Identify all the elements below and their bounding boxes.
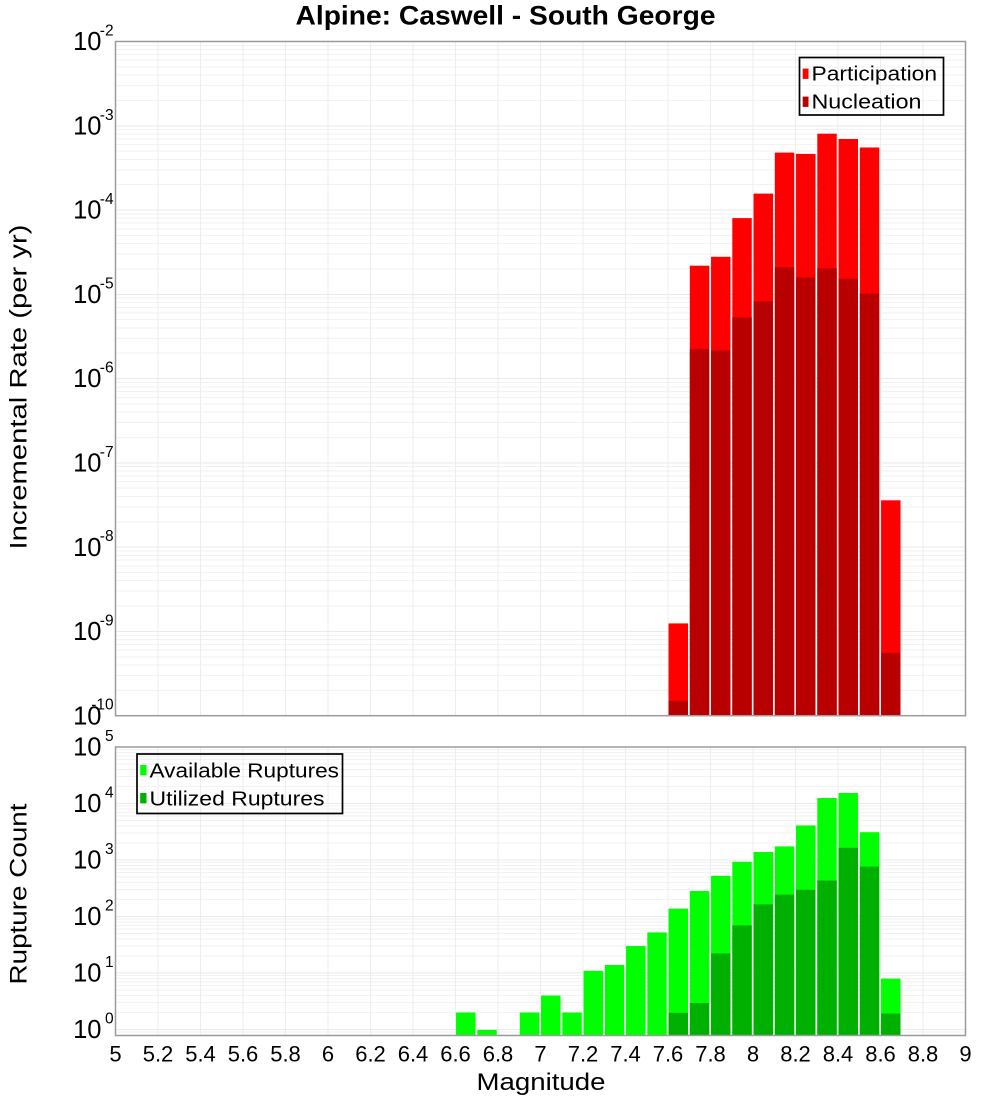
svg-text:7.4: 7.4 [610, 1042, 641, 1067]
svg-text:-3: -3 [100, 107, 114, 124]
svg-text:5.8: 5.8 [270, 1042, 301, 1067]
svg-text:10: 10 [73, 450, 101, 478]
svg-text:Nucleation: Nucleation [812, 91, 922, 114]
svg-text:10: 10 [73, 790, 101, 818]
svg-text:8.8: 8.8 [908, 1042, 939, 1067]
svg-text:7.2: 7.2 [568, 1042, 599, 1067]
svg-text:1: 1 [105, 954, 114, 971]
svg-text:Incremental Rate (per yr): Incremental Rate (per yr) [6, 225, 33, 550]
svg-text:5.6: 5.6 [228, 1042, 259, 1067]
svg-text:9: 9 [959, 1042, 971, 1067]
svg-text:8.4: 8.4 [823, 1042, 854, 1067]
svg-text:7.6: 7.6 [653, 1042, 684, 1067]
svg-text:4: 4 [105, 785, 114, 802]
svg-text:Available Ruptures: Available Ruptures [150, 759, 340, 782]
svg-text:0: 0 [105, 1011, 114, 1028]
svg-text:-4: -4 [100, 191, 114, 208]
svg-text:5.4: 5.4 [185, 1042, 216, 1067]
svg-text:5: 5 [105, 728, 114, 745]
svg-text:-2: -2 [100, 23, 114, 40]
svg-text:6.4: 6.4 [398, 1042, 429, 1067]
svg-text:10: 10 [73, 28, 101, 56]
svg-text:7.8: 7.8 [695, 1042, 726, 1067]
svg-text:Alpine: Caswell - South George: Alpine: Caswell - South George [296, 0, 716, 30]
svg-text:10: 10 [73, 847, 101, 875]
svg-text:10: 10 [73, 365, 101, 393]
svg-text:6.6: 6.6 [440, 1042, 471, 1067]
svg-text:Rupture Count: Rupture Count [6, 803, 33, 984]
svg-text:6: 6 [322, 1042, 334, 1067]
svg-text:10: 10 [73, 618, 101, 646]
svg-text:10: 10 [73, 281, 101, 309]
svg-text:10: 10 [73, 903, 101, 931]
svg-text:-5: -5 [100, 275, 114, 292]
svg-text:10: 10 [73, 702, 101, 730]
svg-text:-10: -10 [91, 697, 114, 714]
svg-text:-6: -6 [100, 360, 114, 377]
svg-text:6.8: 6.8 [483, 1042, 514, 1067]
svg-text:-8: -8 [100, 528, 114, 545]
svg-text:-9: -9 [100, 612, 114, 629]
svg-text:8: 8 [747, 1042, 759, 1067]
svg-text:Magnitude: Magnitude [477, 1069, 606, 1096]
svg-text:10: 10 [73, 112, 101, 140]
svg-text:7: 7 [534, 1042, 546, 1067]
svg-text:8.2: 8.2 [780, 1042, 811, 1067]
svg-text:10: 10 [73, 960, 101, 988]
svg-text:8.6: 8.6 [865, 1042, 896, 1067]
svg-text:10: 10 [73, 734, 101, 762]
svg-text:3: 3 [105, 841, 114, 858]
svg-text:2: 2 [105, 898, 114, 915]
svg-text:5.2: 5.2 [143, 1042, 174, 1067]
svg-text:5: 5 [109, 1042, 121, 1067]
svg-text:-7: -7 [100, 444, 114, 461]
svg-text:Participation: Participation [812, 63, 938, 86]
svg-text:6.2: 6.2 [355, 1042, 386, 1067]
svg-text:10: 10 [73, 534, 101, 562]
svg-text:Utilized Ruptures: Utilized Ruptures [150, 787, 325, 810]
svg-text:10: 10 [73, 1016, 101, 1044]
svg-text:10: 10 [73, 197, 101, 225]
